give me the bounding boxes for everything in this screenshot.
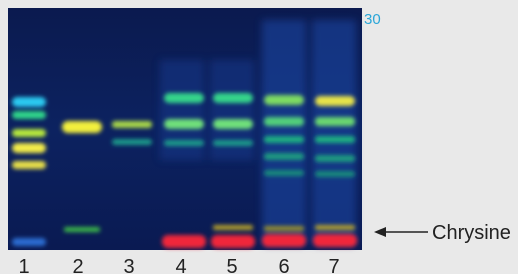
lane-label: 3 [123, 256, 134, 274]
arrow [374, 227, 428, 237]
lane-label: 7 [328, 256, 339, 274]
lane-label: 6 [278, 256, 289, 274]
lane-label: 5 [226, 256, 237, 274]
figure: 30 Chrysine 1 2 3 4 5 6 7 [0, 0, 518, 274]
lane-label: 1 [18, 256, 29, 274]
lane-label: 4 [175, 256, 186, 274]
lane-label: 2 [72, 256, 83, 274]
annotation: Chrysine [432, 222, 511, 244]
lane-labels: 1 2 3 4 5 6 7 [18, 256, 339, 274]
figure-number: 30 [364, 11, 381, 28]
